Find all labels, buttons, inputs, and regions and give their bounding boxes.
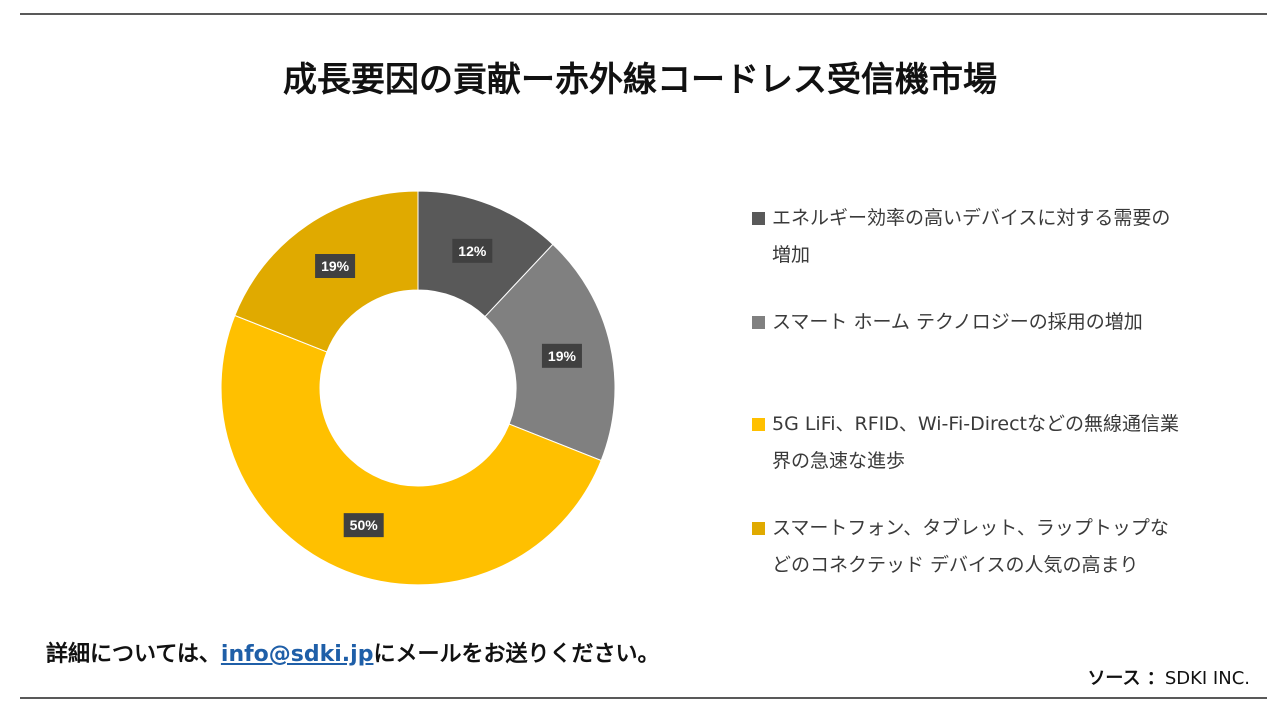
data-label-1: 19% — [541, 343, 582, 368]
legend-label-connected-devices: スマートフォン、タブレット、ラップトップな どのコネクテッド デバイスの人気の高ま… — [772, 517, 1169, 576]
data-label-text-3: 19% — [321, 258, 350, 274]
data-label-box-0 — [452, 238, 493, 263]
source-credit: ソース ：SDKI INC. — [1087, 664, 1250, 690]
legend-item-energy-efficiency: エネルギー効率の高いデバイスに対する需要の 増加 — [752, 200, 1232, 274]
data-label-2: 50% — [343, 513, 384, 538]
data-label-box-2 — [343, 513, 384, 538]
donut-slice-2 — [220, 314, 602, 586]
source-label: ソース ： — [1087, 668, 1165, 689]
legend-swatch-connected-devices — [752, 522, 765, 535]
legend-label-smart-home: スマート ホーム テクノロジーの採用の増加 — [772, 311, 1143, 333]
source-value: SDKI INC. — [1164, 668, 1250, 689]
legend-swatch-wireless-comm — [752, 418, 765, 431]
data-label-text-0: 12% — [458, 243, 487, 259]
data-label-box-3 — [315, 254, 356, 279]
data-label-text-2: 50% — [350, 517, 379, 533]
legend-swatch-smart-home — [752, 316, 765, 329]
data-label-text-1: 19% — [548, 348, 577, 364]
data-label-3: 19% — [315, 254, 356, 279]
contact-note: 詳細については、info@sdki.jpにメールをお送りください。 — [46, 636, 659, 668]
legend-item-connected-devices: スマートフォン、タブレット、ラップトップな どのコネクテッド デバイスの人気の高ま… — [752, 510, 1232, 584]
legend-swatch-energy-efficiency — [752, 212, 765, 225]
legend-item-wireless-comm: 5G LiFi、RFID、Wi-Fi-Directなどの無線通信業 界の急速な進歩 — [752, 406, 1232, 480]
email-link[interactable]: info@sdki.jp — [220, 642, 374, 667]
data-label-0: 12% — [452, 238, 493, 263]
donut-chart: 12% 19% 50% 19% — [220, 190, 616, 586]
chart-title: 成長要因の貢献ー赤外線コードレス受信機市場 — [283, 60, 997, 100]
contact-suffix: にメールをお送りください。 — [373, 642, 660, 667]
data-label-box-1 — [541, 343, 582, 368]
top-divider — [20, 13, 1267, 15]
legend-label-wireless-comm: 5G LiFi、RFID、Wi-Fi-Directなどの無線通信業 界の急速な進歩 — [772, 413, 1179, 472]
bottom-divider — [20, 697, 1267, 699]
contact-prefix: 詳細については、 — [46, 642, 221, 667]
legend-label-energy-efficiency: エネルギー効率の高いデバイスに対する需要の 増加 — [772, 207, 1171, 266]
legend-item-smart-home: スマート ホーム テクノロジーの採用の増加 — [752, 304, 1232, 341]
